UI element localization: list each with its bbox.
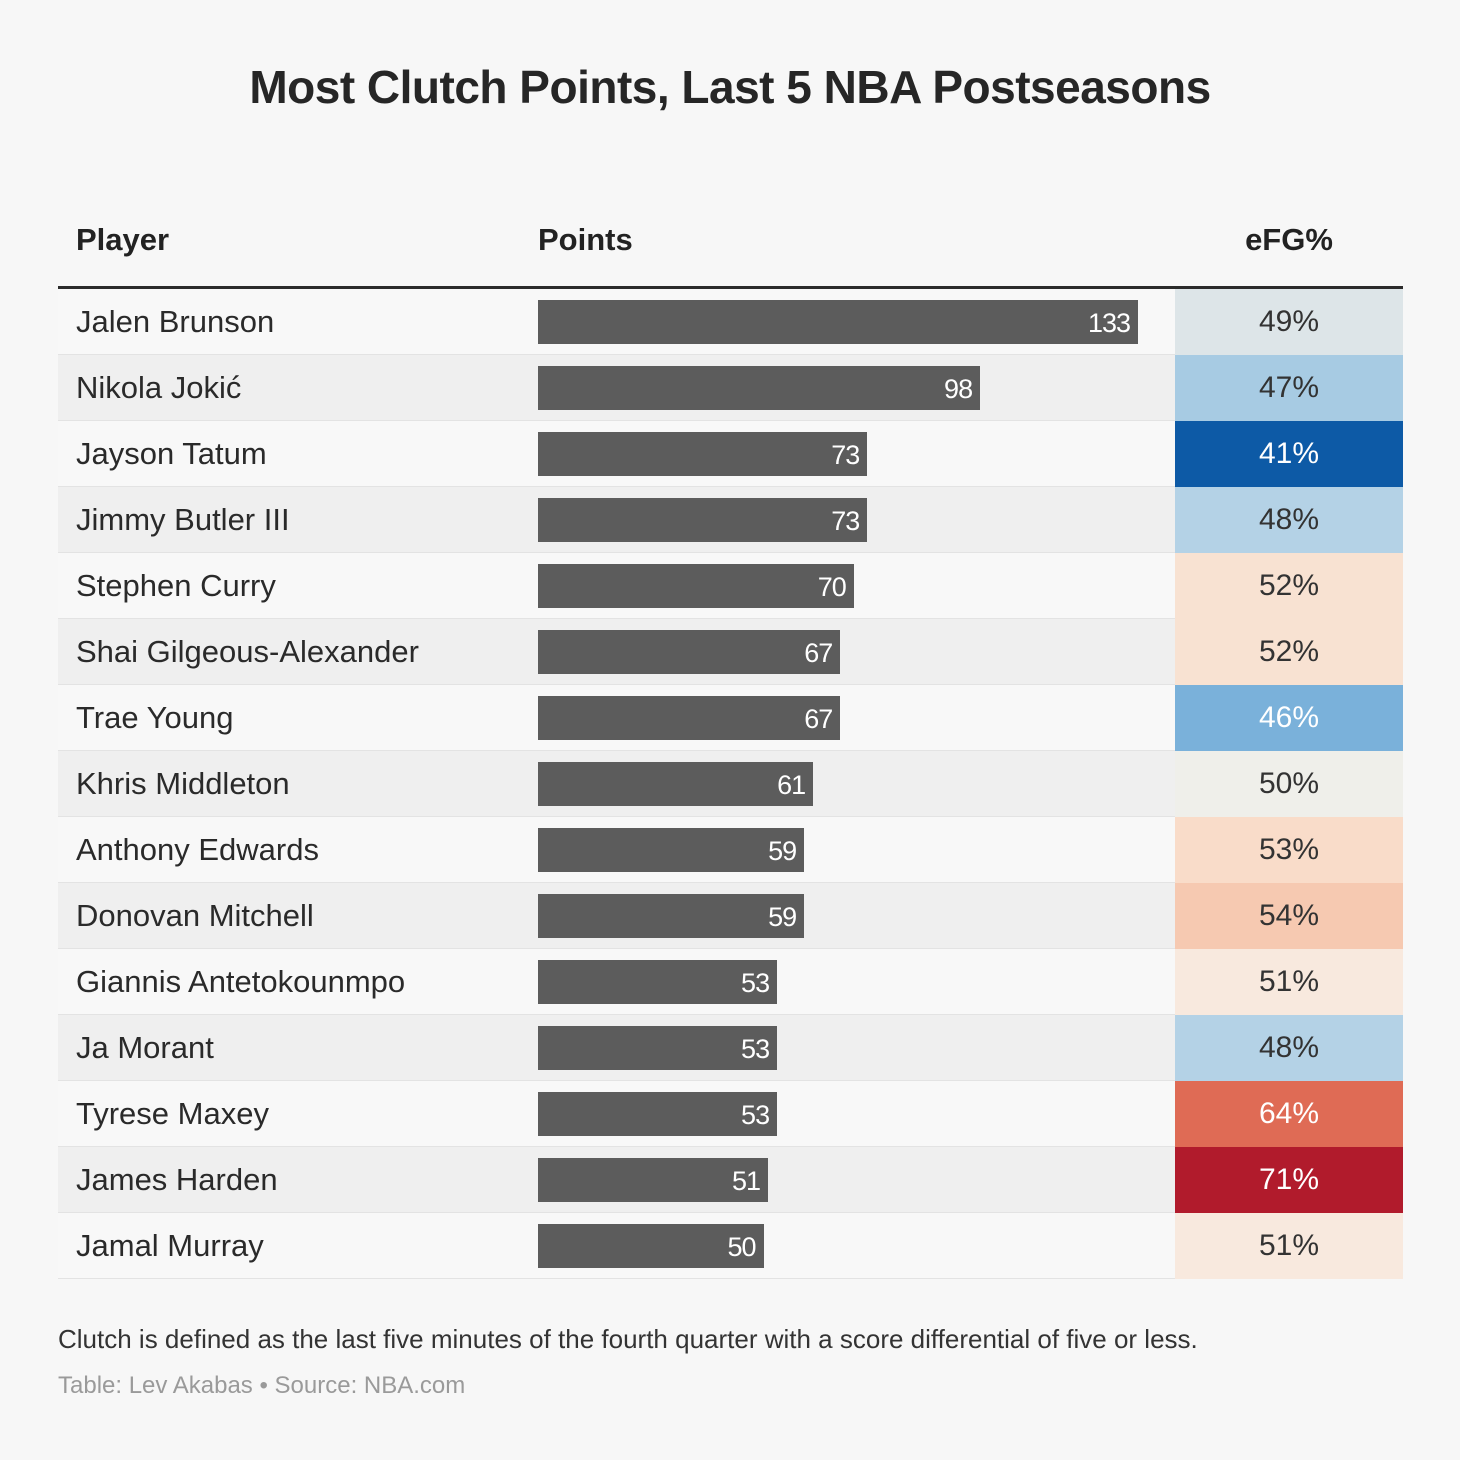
efg-cell: 53% <box>1175 817 1403 883</box>
header-rule <box>58 286 1403 289</box>
player-name: Trae Young <box>76 700 234 735</box>
efg-cell: 51% <box>1175 949 1403 1015</box>
points-label: 98 <box>944 374 973 404</box>
player-name: James Harden <box>76 1162 278 1197</box>
table-row: Khris Middleton 61 50% <box>58 751 1403 817</box>
points-label: 70 <box>817 572 847 602</box>
points-label: 53 <box>741 1100 770 1130</box>
points-label: 73 <box>831 440 860 470</box>
efg-cell: 52% <box>1175 553 1403 619</box>
efg-cell: 41% <box>1175 421 1403 487</box>
points-bar: 67 <box>538 696 841 740</box>
points-bar: 70 <box>538 564 854 608</box>
efg-cell: 71% <box>1175 1147 1403 1213</box>
efg-cell: 64% <box>1175 1081 1403 1147</box>
points-bar: 61 <box>538 762 814 806</box>
efg-cell: 54% <box>1175 883 1403 949</box>
points-bar: 67 <box>538 630 841 674</box>
points-bar: 73 <box>538 432 868 476</box>
table-row: Donovan Mitchell 59 54% <box>58 883 1403 949</box>
player-name: Shai Gilgeous-Alexander <box>76 634 419 669</box>
column-header-efg: eFG% <box>1245 222 1333 257</box>
points-bar: 73 <box>538 498 868 542</box>
points-bar: 50 <box>538 1224 764 1268</box>
efg-cell: 49% <box>1175 289 1403 355</box>
footnote: Clutch is defined as the last five minut… <box>58 1324 1198 1354</box>
points-bar: 53 <box>538 1026 778 1070</box>
points-label: 59 <box>768 902 797 932</box>
points-label: 53 <box>741 1034 770 1064</box>
table-row: Stephen Curry 70 52% <box>58 553 1403 619</box>
efg-cell: 47% <box>1175 355 1403 421</box>
points-label: 133 <box>1087 308 1131 338</box>
table-row: Jayson Tatum 73 41% <box>58 421 1403 487</box>
points-label: 51 <box>732 1166 761 1196</box>
player-name: Jimmy Butler III <box>76 502 290 537</box>
player-name: Donovan Mitchell <box>76 898 314 933</box>
points-label: 67 <box>804 638 833 668</box>
table-row: James Harden 51 71% <box>58 1147 1403 1213</box>
player-name: Jayson Tatum <box>76 436 267 471</box>
player-name: Jalen Brunson <box>76 304 275 339</box>
efg-cell: 51% <box>1175 1213 1403 1279</box>
efg-cell: 52% <box>1175 619 1403 685</box>
table-row: Ja Morant 53 48% <box>58 1015 1403 1081</box>
table-row: Jalen Brunson 133 49% <box>58 289 1403 355</box>
points-bar: 51 <box>538 1158 769 1202</box>
source-credit: Table: Lev Akabas • Source: NBA.com <box>58 1372 466 1399</box>
points-bar: 59 <box>538 894 805 938</box>
efg-cell: 46% <box>1175 685 1403 751</box>
player-name: Stephen Curry <box>76 568 276 603</box>
table-row: Trae Young 67 46% <box>58 685 1403 751</box>
player-name: Tyrese Maxey <box>76 1096 269 1131</box>
table-row: Jimmy Butler III 73 48% <box>58 487 1403 553</box>
table-row: Shai Gilgeous-Alexander 67 52% <box>58 619 1403 685</box>
table-row: Giannis Antetokounmpo 53 51% <box>58 949 1403 1015</box>
player-name: Giannis Antetokounmpo <box>76 964 406 999</box>
efg-cell: 48% <box>1175 487 1403 553</box>
table-row: Tyrese Maxey 53 64% <box>58 1081 1403 1147</box>
player-name: Jamal Murray <box>76 1228 264 1263</box>
player-name: Khris Middleton <box>76 766 290 801</box>
efg-cell: 48% <box>1175 1015 1403 1081</box>
points-label: 59 <box>768 836 797 866</box>
points-bar: 133 <box>538 300 1138 344</box>
table-row: Anthony Edwards 59 53% <box>58 817 1403 883</box>
player-name: Ja Morant <box>76 1030 214 1065</box>
points-bar: 98 <box>538 366 981 410</box>
points-label: 50 <box>727 1232 757 1262</box>
points-bar: 53 <box>538 1092 778 1136</box>
player-name: Nikola Jokić <box>76 370 242 405</box>
chart-title: Most Clutch Points, Last 5 NBA Postseaso… <box>249 61 1211 113</box>
column-header-player: Player <box>76 222 170 257</box>
table-body: Jalen Brunson 133 49% Nikola Jokić 98 47% Jays… <box>58 289 1403 1279</box>
table-row: Nikola Jokić 98 47% <box>58 355 1403 421</box>
efg-cell: 50% <box>1175 751 1403 817</box>
points-bar: 53 <box>538 960 778 1004</box>
points-label: 67 <box>804 704 833 734</box>
column-header-points: Points <box>538 222 633 257</box>
points-label: 73 <box>831 506 860 536</box>
points-bar: 59 <box>538 828 805 872</box>
points-label: 53 <box>741 968 770 998</box>
table-row: Jamal Murray 50 51% <box>58 1213 1403 1279</box>
player-name: Anthony Edwards <box>76 832 319 867</box>
points-label: 61 <box>777 770 806 800</box>
